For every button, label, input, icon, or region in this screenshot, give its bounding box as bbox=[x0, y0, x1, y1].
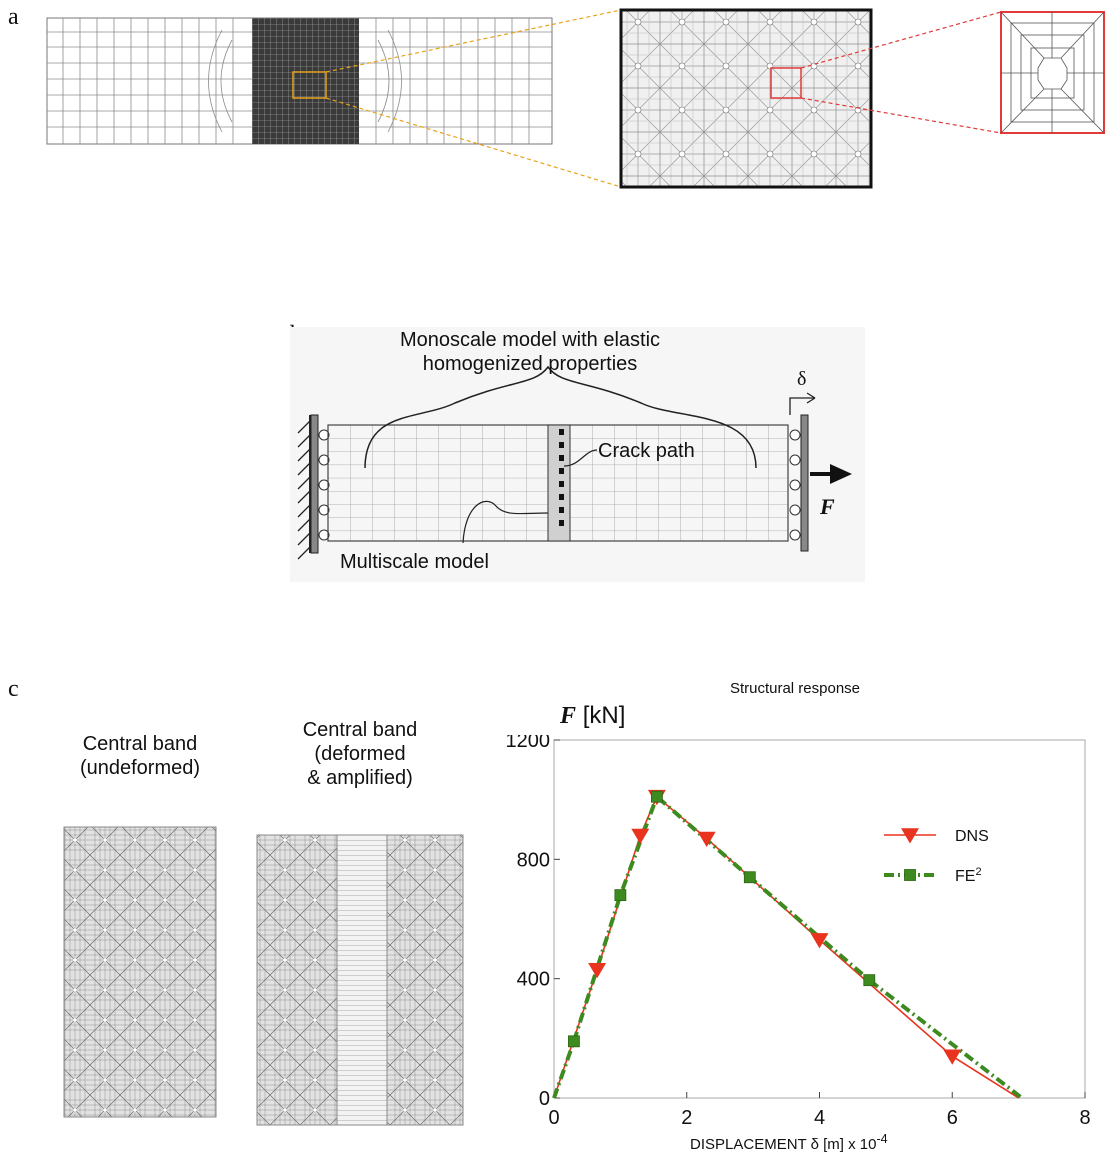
chart-xlabel: DISPLACEMENT δ [m] x 10-4 bbox=[690, 1132, 888, 1153]
structural-response-chart: 0 2 4 6 8 0 400 800 1200 DNS FE2 bbox=[506, 735, 1091, 1129]
deformed-label: Central band (deformed & amplified) bbox=[302, 719, 418, 789]
dense-central-band bbox=[252, 18, 359, 144]
panel-b-schematic bbox=[290, 327, 865, 582]
multiscale-leader-line bbox=[462, 500, 549, 544]
marker-dns-2 bbox=[631, 828, 650, 845]
zoom-box-orange bbox=[292, 71, 327, 99]
zoom-connector-red bbox=[800, 11, 1002, 134]
panel-label-a: a bbox=[8, 4, 19, 30]
x-tick-label-3: 6 bbox=[947, 1107, 958, 1129]
crack-leader-line bbox=[563, 449, 598, 467]
marker-dns-5 bbox=[810, 933, 829, 949]
legend-label-fe: FE2 bbox=[955, 866, 982, 885]
panel-label-c: c bbox=[8, 676, 19, 702]
marker-dns-4 bbox=[697, 831, 716, 847]
x-tick-label-4: 8 bbox=[1079, 1107, 1090, 1129]
y-tick-label-0: 0 bbox=[539, 1088, 550, 1110]
zoom-connector-orange bbox=[325, 9, 622, 188]
zoom-microstructure bbox=[619, 8, 873, 189]
zoom-box-red bbox=[770, 67, 802, 99]
coarse-mesh-strip bbox=[46, 17, 553, 145]
band-deformed bbox=[256, 834, 464, 1126]
chart-title: Structural response bbox=[729, 680, 861, 697]
y-tick-label-3: 1200 bbox=[506, 735, 551, 752]
legend-marker-dns bbox=[901, 828, 919, 844]
x-tick-label-1: 2 bbox=[681, 1107, 692, 1129]
monoscale-brace bbox=[364, 365, 757, 469]
displacement-symbol: δ bbox=[797, 368, 807, 390]
marker-fe-3 bbox=[650, 790, 663, 803]
rve-cell bbox=[1000, 11, 1105, 134]
force-arrow bbox=[810, 464, 852, 484]
y-tick-label-1: 400 bbox=[517, 969, 550, 991]
y-tick-label-2: 800 bbox=[517, 849, 550, 871]
displacement-arrow bbox=[789, 392, 816, 415]
right-roller-support bbox=[789, 414, 809, 552]
marker-fe-1 bbox=[568, 1035, 580, 1048]
force-symbol: F bbox=[820, 494, 835, 519]
marker-dns-1 bbox=[588, 962, 607, 979]
marker-fe-5 bbox=[863, 974, 876, 987]
marker-dns-6 bbox=[943, 1049, 962, 1065]
marker-fe-2 bbox=[614, 889, 627, 902]
x-tick-label-2: 4 bbox=[814, 1107, 825, 1129]
plot-area bbox=[553, 739, 1086, 1099]
marker-fe-4 bbox=[743, 871, 756, 884]
x-tick-label-0: 0 bbox=[548, 1107, 559, 1129]
series-line-dns bbox=[553, 795, 1020, 1099]
central-band-meshes bbox=[63, 826, 464, 1126]
legend-label-dns: DNS bbox=[955, 828, 989, 845]
monoscale-label-2: homogenized properties bbox=[422, 353, 638, 375]
chart-ylabel: F [kN] bbox=[560, 702, 626, 729]
legend-marker-fe bbox=[904, 869, 916, 881]
crack-path-label: Crack path bbox=[598, 440, 695, 462]
undeformed-label: Central band (undeformed) bbox=[79, 733, 201, 779]
beam-mesh bbox=[327, 424, 789, 542]
multiscale-label: Multiscale model bbox=[340, 551, 489, 573]
band-undeformed bbox=[63, 826, 217, 1118]
monoscale-label: Monoscale model with elastic bbox=[399, 329, 661, 351]
panel-a-mesh-figure bbox=[46, 8, 1105, 189]
